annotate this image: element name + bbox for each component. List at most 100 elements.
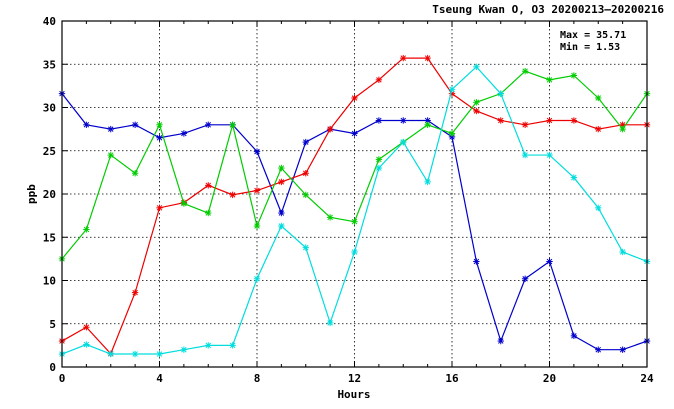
data-point-marker	[156, 204, 163, 212]
data-point-marker	[229, 191, 236, 199]
data-point-marker	[83, 324, 90, 331]
y-tick-label: 10	[43, 275, 56, 288]
data-point-marker	[497, 117, 504, 124]
x-tick-label: 8	[254, 372, 261, 385]
min-annotation: Min = 1.53	[560, 41, 620, 53]
data-point-marker	[229, 121, 236, 128]
data-point-marker	[107, 151, 114, 159]
data-point-marker	[546, 258, 553, 265]
data-point-marker	[424, 121, 431, 128]
data-point-marker	[521, 151, 529, 159]
data-point-marker	[326, 214, 334, 221]
data-point-marker	[253, 275, 261, 282]
x-tick-label: 0	[59, 372, 66, 385]
data-point-marker	[253, 187, 261, 194]
data-point-marker	[424, 54, 431, 62]
data-point-marker	[473, 258, 480, 265]
data-point-marker	[107, 350, 114, 358]
data-point-marker	[448, 130, 456, 137]
data-point-marker	[497, 90, 504, 97]
data-point-marker	[302, 191, 309, 199]
data-point-marker	[326, 319, 334, 327]
data-point-marker	[131, 170, 139, 177]
data-point-marker	[278, 209, 285, 217]
data-point-marker	[619, 125, 626, 133]
x-tick-label: 16	[445, 372, 459, 385]
data-point-marker	[375, 164, 383, 172]
data-point-marker	[180, 130, 188, 137]
data-point-marker	[619, 346, 626, 353]
data-point-marker	[400, 138, 407, 146]
data-point-marker	[424, 178, 431, 186]
data-point-marker	[473, 107, 480, 115]
data-point-marker	[619, 248, 626, 256]
x-tick-label: 12	[348, 372, 361, 385]
data-point-marker	[83, 341, 90, 348]
data-point-marker	[83, 226, 90, 233]
x-tick-label: 4	[156, 372, 163, 385]
data-point-marker	[302, 138, 309, 146]
data-point-marker	[570, 332, 578, 340]
data-point-marker	[400, 117, 407, 124]
data-point-marker	[521, 121, 529, 128]
max-annotation: Max = 35.71	[560, 30, 626, 41]
data-point-marker	[424, 117, 431, 124]
data-point-marker	[156, 350, 163, 358]
data-point-marker	[278, 222, 285, 230]
data-point-marker	[131, 289, 139, 296]
y-tick-label: 0	[49, 361, 56, 374]
data-point-marker	[156, 121, 163, 128]
series-group	[58, 54, 651, 358]
data-point-marker	[595, 94, 602, 102]
data-point-marker	[107, 125, 114, 133]
data-point-marker	[448, 86, 456, 93]
data-point-marker	[521, 67, 529, 75]
data-point-marker	[253, 222, 261, 230]
data-point-marker	[302, 244, 309, 251]
x-tick-label: 20	[543, 372, 556, 385]
data-point-marker	[180, 200, 188, 207]
data-point-marker	[546, 117, 553, 124]
data-point-marker	[595, 346, 602, 353]
data-point-marker	[351, 248, 358, 256]
x-axis-title: Hours	[337, 388, 370, 401]
data-point-marker	[351, 94, 358, 102]
data-point-marker	[473, 63, 480, 71]
chart-title: Tseung Kwan O, O3 20200213–20200216	[432, 3, 664, 16]
data-point-marker	[546, 151, 553, 159]
data-point-marker	[595, 125, 602, 133]
gridlines	[62, 21, 647, 367]
y-tick-label: 20	[43, 188, 56, 201]
data-point-marker	[595, 204, 602, 212]
y-tick-label: 35	[43, 58, 56, 71]
data-point-marker	[253, 148, 261, 155]
data-point-marker	[546, 76, 553, 84]
data-point-marker	[229, 342, 236, 349]
data-point-marker	[205, 121, 212, 128]
data-point-marker	[205, 209, 212, 217]
data-point-marker	[375, 76, 383, 84]
data-point-marker	[156, 134, 163, 141]
data-point-marker	[570, 117, 578, 124]
data-point-marker	[570, 174, 578, 181]
data-point-marker	[570, 72, 578, 79]
data-point-marker	[83, 121, 90, 128]
data-point-marker	[351, 130, 358, 137]
data-point-marker	[326, 125, 334, 133]
data-point-marker	[473, 99, 480, 106]
data-point-marker	[521, 275, 529, 282]
data-point-marker	[180, 346, 188, 353]
y-tick-label: 15	[43, 231, 56, 244]
axis-ticks: 0 4 8 12 16 20 24 0 5 10 15 20 25 30 35 40	[43, 15, 654, 385]
data-point-marker	[205, 342, 212, 349]
x-tick-label: 24	[640, 372, 654, 385]
data-point-marker	[351, 218, 358, 225]
data-point-marker	[278, 178, 285, 186]
data-point-marker	[497, 337, 504, 345]
data-point-marker	[131, 350, 139, 358]
y-tick-label: 30	[43, 102, 56, 115]
data-point-marker	[302, 170, 309, 177]
y-tick-label: 5	[49, 318, 56, 331]
y-tick-label: 40	[43, 15, 56, 28]
